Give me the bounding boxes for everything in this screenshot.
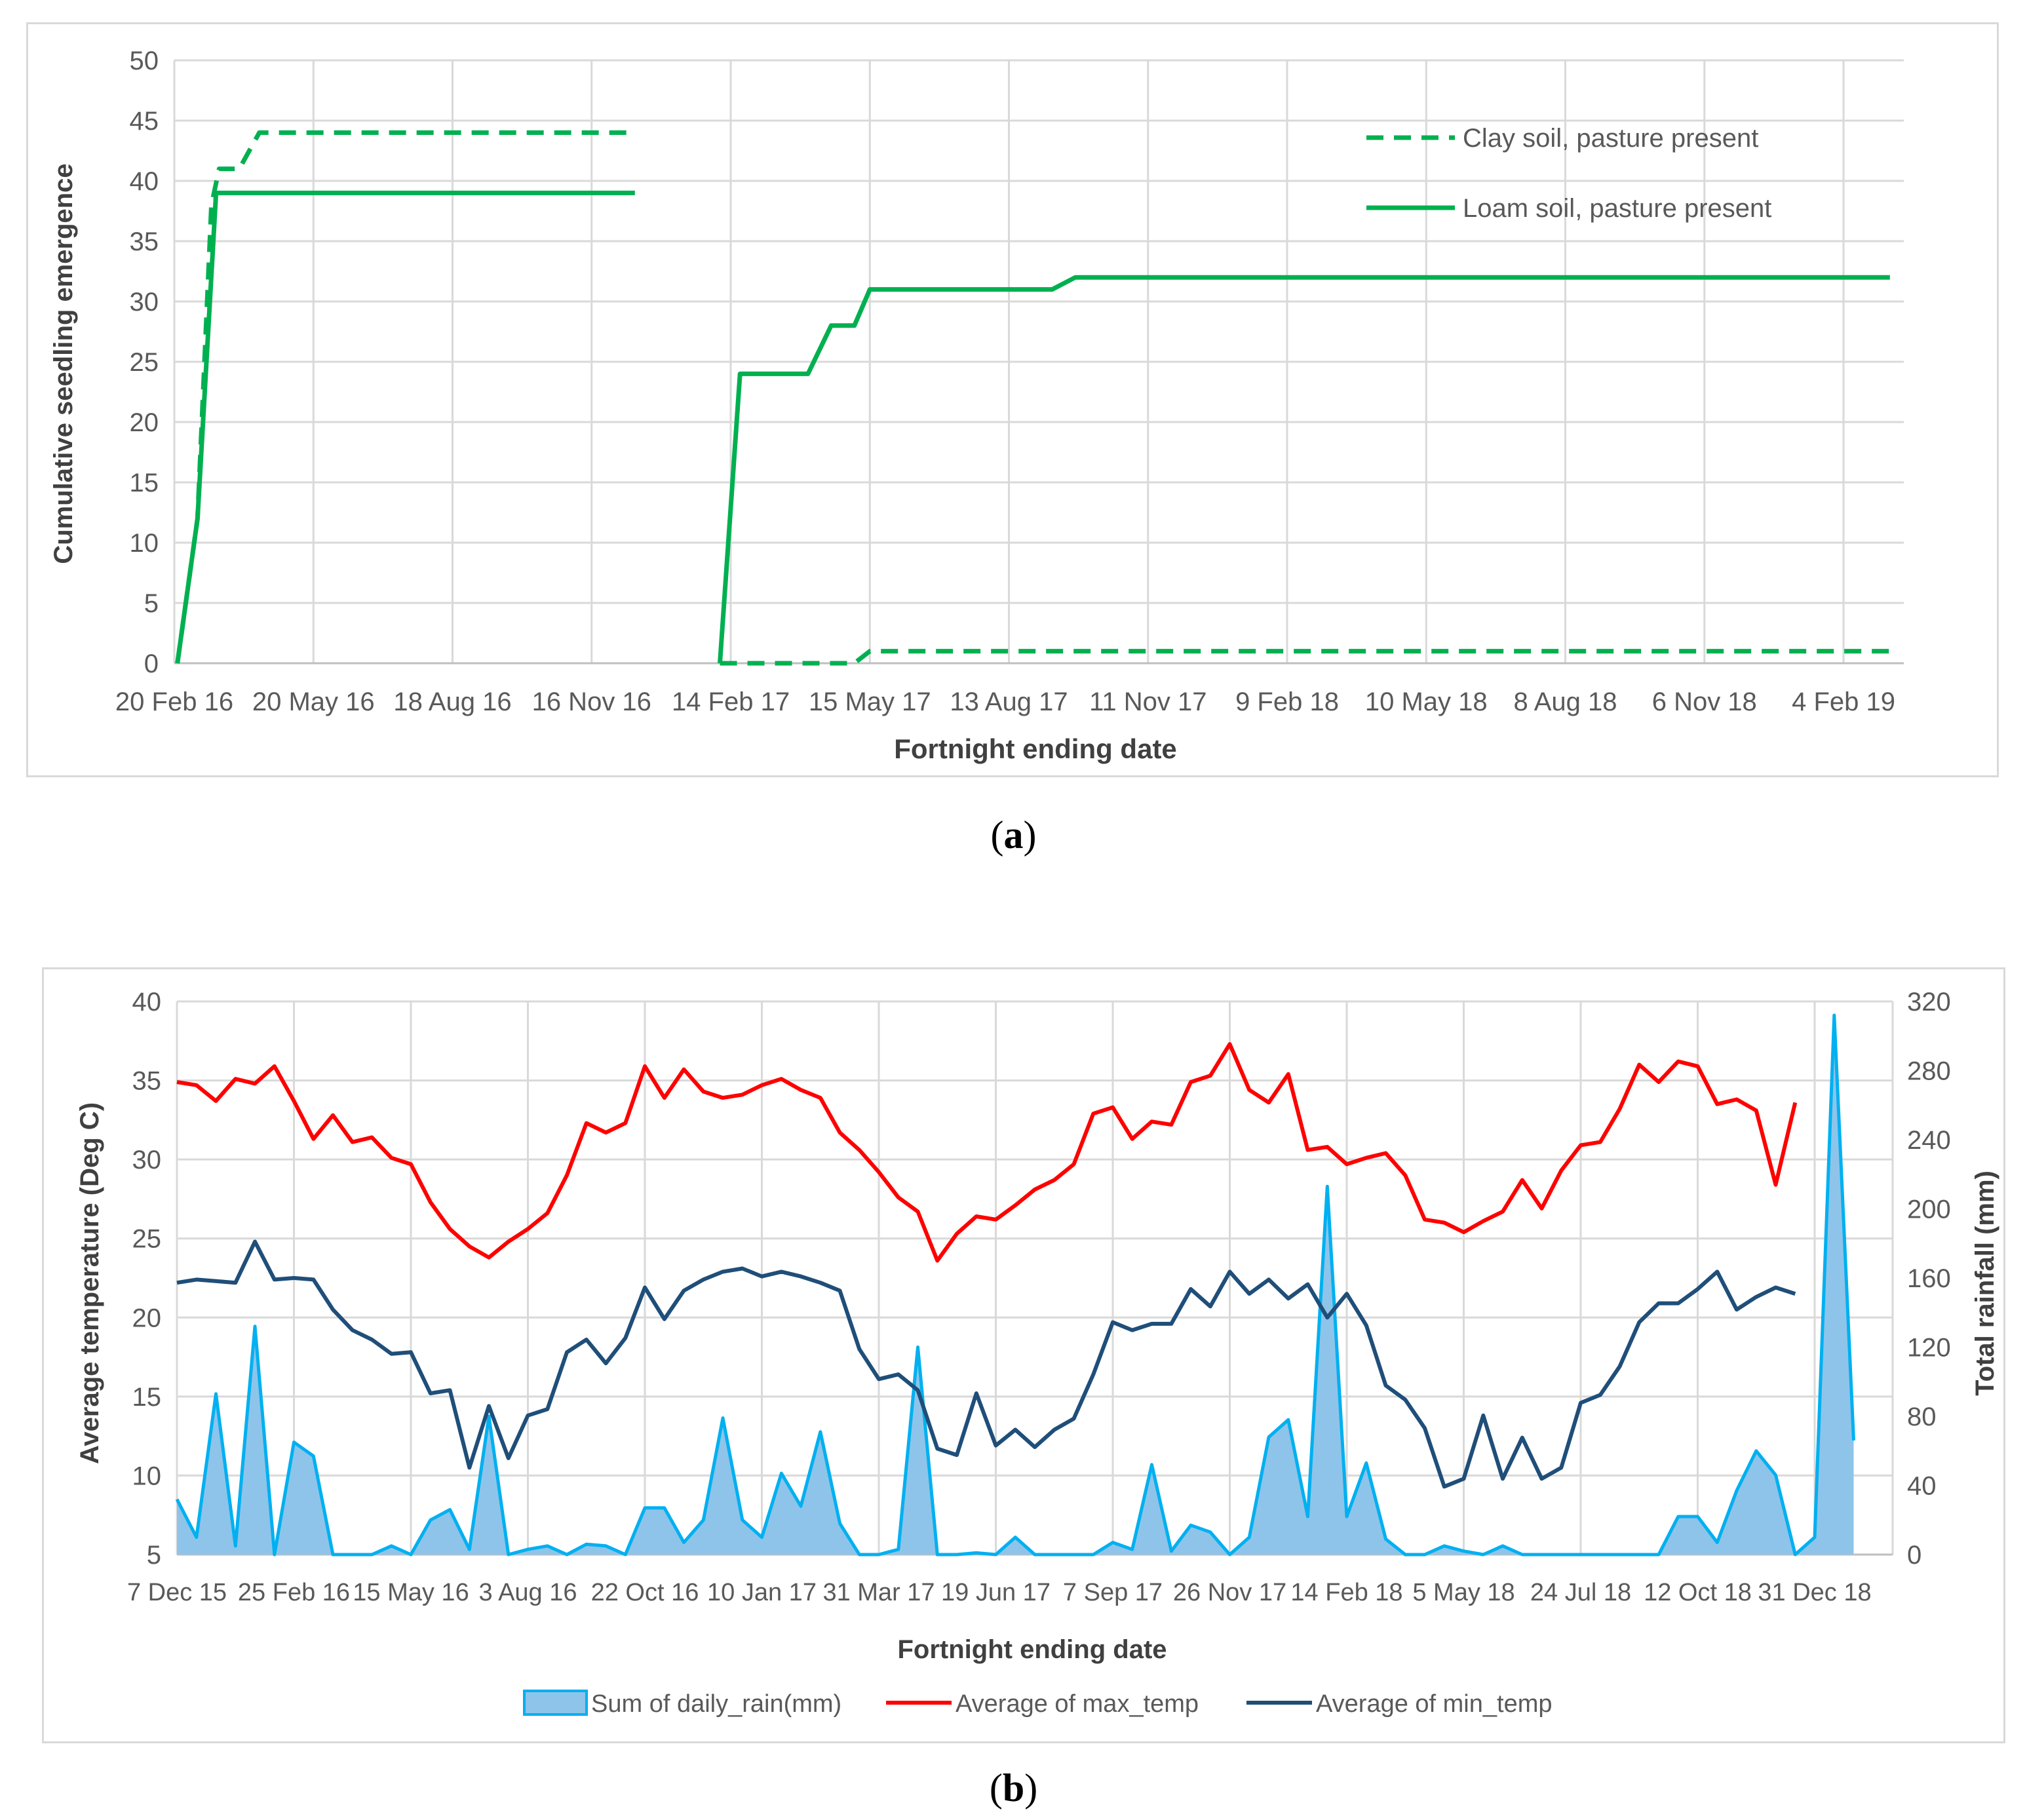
chart-a-x-tick-11: 6 Nov 18 [1652, 687, 1757, 716]
chart-b-left-y-axis-title: Average temperature (Deg C) [75, 1102, 104, 1464]
chart-b-y2-tick-8: 320 [1907, 988, 1951, 1016]
chart-b-y-tick-0: 5 [147, 1541, 161, 1570]
chart-a-y-tick-4: 20 [130, 408, 159, 437]
chart-a-x-tick-8: 9 Feb 18 [1235, 687, 1339, 716]
chart-a-x-tick-5: 15 May 17 [809, 687, 931, 716]
chart-a-x-tick-4: 14 Feb 17 [672, 687, 790, 716]
chart-a-y-tick-1: 5 [144, 589, 159, 618]
chart-b-y2-tick-2: 80 [1907, 1403, 1937, 1431]
chart-a-y-tick-5: 25 [130, 348, 159, 377]
chart-b-legend: Sum of daily_rain(mm) Average of max_temp… [523, 1690, 1553, 1718]
chart-b-legend-label-1: Average of max_temp [956, 1690, 1199, 1718]
chart-a-x-tick-3: 16 Nov 16 [532, 687, 651, 716]
panel-label-a: (a) [990, 813, 1037, 857]
chart-b-rain-line [175, 1013, 1855, 1557]
chart-b-y-tick-1: 10 [132, 1462, 162, 1490]
chart-a-y-tick-9: 45 [130, 107, 159, 136]
chart-a-x-tick-0: 20 Feb 16 [115, 687, 233, 716]
chart-a-x-tick-9: 10 May 18 [1365, 687, 1488, 716]
chart-a-y-tick-2: 10 [130, 529, 159, 558]
chart-b-x-tick-13: 12 Oct 18 [1644, 1579, 1752, 1606]
chart-a-series-0-segment-1 [720, 649, 1890, 666]
chart-b-x-tick-7: 19 Jun 17 [941, 1579, 1051, 1606]
chart-b-x-tick-9: 26 Nov 17 [1173, 1579, 1286, 1606]
panel-label-a-letter: a [1003, 813, 1024, 857]
chart-a: 0 5 10 15 20 25 30 35 40 45 50 20 Feb 16 20 May 16 1… [49, 47, 1904, 764]
chart-a-x-tick-6: 13 Aug 17 [950, 687, 1068, 716]
chart-a-legend: Clay soil, pasture present Loam soil, pas… [1366, 124, 1771, 223]
chart-b-y-tick-6: 35 [132, 1067, 162, 1096]
chart-b-y2-tick-5: 200 [1907, 1195, 1951, 1224]
chart-a-frame [26, 22, 1999, 777]
chart-a-y-tick-6: 30 [130, 288, 159, 317]
chart-b-y-tick-3: 20 [132, 1304, 162, 1332]
chart-b-y2-tick-6: 240 [1907, 1126, 1951, 1155]
chart-b-x-tick-14: 31 Dec 18 [1758, 1579, 1871, 1606]
chart-b-x-tick-11: 5 May 18 [1412, 1579, 1515, 1606]
chart-a-x-tick-2: 18 Aug 16 [393, 687, 511, 716]
chart-b-y2-tick-4: 160 [1907, 1264, 1951, 1293]
chart-a-x-tick-10: 8 Aug 18 [1514, 687, 1617, 716]
chart-b-frame [42, 967, 2005, 1743]
chart-b-rain-fill [177, 1015, 1854, 1555]
chart-b-rain-area [175, 1013, 1855, 1557]
chart-b-y-tick-5: 30 [132, 1146, 162, 1174]
chart-a-y-tick-10: 50 [130, 47, 159, 75]
chart-b-gridlines [176, 1000, 1894, 1556]
chart-b-y2-tick-0: 0 [1907, 1541, 1921, 1570]
chart-b-x-ticks: 7 Dec 15 25 Feb 16 15 May 16 3 Aug 16 22 Oct… [127, 1579, 1872, 1606]
chart-a-y-axis-title: Cumulative seedling emergence [49, 163, 78, 564]
chart-a-y-tick-8: 40 [130, 167, 159, 196]
chart-b-series-2-line [176, 1239, 1796, 1489]
chart-b-x-tick-5: 10 Jan 17 [707, 1579, 817, 1606]
chart-a-series-1-segment-1 [718, 275, 1890, 664]
chart-b-right-y-axis-title: Total rainfall (mm) [1971, 1171, 1999, 1396]
chart-b-x-axis-title: Fortnight ending date [897, 1635, 1167, 1664]
chart-b-x-tick-1: 25 Feb 16 [238, 1579, 350, 1606]
chart-a-y-tick-7: 35 [130, 227, 159, 256]
chart-b-x-tick-3: 3 Aug 16 [478, 1579, 577, 1606]
chart-b-x-tick-4: 22 Oct 16 [591, 1579, 699, 1606]
chart-b-x-tick-6: 31 Mar 17 [822, 1579, 935, 1606]
chart-a-legend-label-1: Loam soil, pasture present [1463, 194, 1771, 223]
chart-b-y2-tick-1: 40 [1907, 1472, 1937, 1501]
chart-b-y-tick-4: 25 [132, 1225, 162, 1254]
chart-b-legend-label-2: Average of min_temp [1316, 1690, 1553, 1718]
chart-a-x-axis-title: Fortnight ending date [894, 733, 1177, 764]
chart-b-series-1-line [176, 1042, 1798, 1263]
chart-a-y-tick-3: 15 [130, 469, 159, 497]
chart-a-legend-label-0: Clay soil, pasture present [1463, 124, 1758, 153]
chart-b-x-tick-2: 15 May 16 [353, 1579, 469, 1606]
chart-b-legend-label-0: Sum of daily_rain(mm) [591, 1690, 841, 1718]
chart-b-y-tick-2: 15 [132, 1383, 162, 1412]
chart-b-x-tick-12: 24 Jul 18 [1530, 1579, 1631, 1606]
chart-b-y-tick-7: 40 [132, 988, 162, 1016]
chart-b-y2-tick-3: 120 [1907, 1334, 1951, 1363]
chart-b-legend-swatch-0 [523, 1690, 588, 1716]
chart-a-x-tick-12: 4 Feb 19 [1792, 687, 1895, 716]
chart-a-series-1-segment-0 [175, 190, 635, 664]
panel-label-b-letter: b [1002, 1766, 1025, 1810]
chart-a-x-ticks: 20 Feb 16 20 May 16 18 Aug 16 16 Nov 16 14 F… [115, 687, 1895, 716]
chart-b-right-y-ticks: 0 40 80 120 160 200 240 280 320 [1907, 988, 1951, 1570]
chart-b-x-tick-10: 14 Feb 18 [1290, 1579, 1402, 1606]
chart-a-x-tick-7: 11 Nov 17 [1089, 687, 1207, 716]
chart-a-y-tick-0: 0 [144, 649, 159, 678]
chart-b-x-tick-8: 7 Sep 17 [1063, 1579, 1163, 1606]
chart-b-x-tick-0: 7 Dec 15 [127, 1579, 227, 1606]
chart-b-temp-lines [176, 1042, 1798, 1489]
panel-label-b: (b) [989, 1766, 1038, 1810]
chart-a-series [175, 130, 1890, 666]
chart-b-y2-tick-7: 280 [1907, 1057, 1951, 1086]
chart-a-x-tick-1: 20 May 16 [252, 687, 375, 716]
chart-b-left-y-ticks: 5 10 15 20 25 30 35 40 [132, 988, 162, 1570]
chart-a-gridlines [173, 59, 1904, 665]
chart-a-y-ticks: 0 5 10 15 20 25 30 35 40 45 50 [130, 47, 159, 678]
